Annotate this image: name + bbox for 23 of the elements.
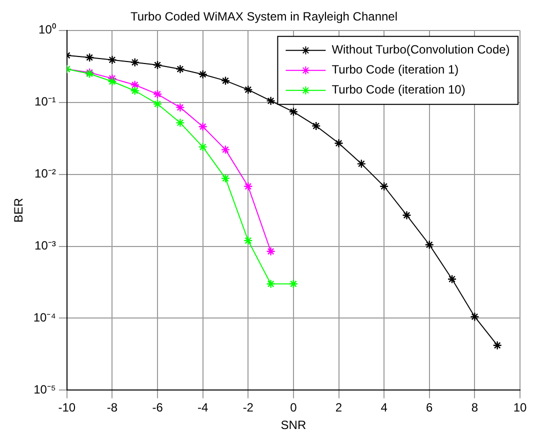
y-tick-label: 10⁻⁵ xyxy=(34,382,56,397)
y-tick-label: 10⁻² xyxy=(34,166,56,181)
legend-label: Turbo Code (iteration 10) xyxy=(332,82,466,97)
y-tick-label: 10⁰ xyxy=(38,22,56,37)
y-tick-label: 10⁻³ xyxy=(34,238,56,253)
x-tick-label: 0 xyxy=(290,400,298,415)
x-tick-label: -8 xyxy=(106,400,118,415)
x-tick-label: 2 xyxy=(335,400,342,415)
y-tick-label: 10⁻⁴ xyxy=(33,310,56,325)
legend-label: Without Turbo(Convolution Code) xyxy=(332,42,510,57)
y-tick-label: 10⁻¹ xyxy=(34,94,56,109)
x-tick-label: 4 xyxy=(380,400,388,415)
x-tick-label: -2 xyxy=(242,400,254,415)
x-tick-label: 6 xyxy=(426,400,434,415)
y-axis-title: BER xyxy=(12,198,26,223)
x-tick-label: 8 xyxy=(471,400,478,415)
x-axis-title: SNR xyxy=(280,418,306,432)
x-tick-label: -6 xyxy=(152,400,164,415)
legend-label: Turbo Code (iteration 1) xyxy=(332,62,459,77)
chart-title: Turbo Coded WiMAX System in Rayleigh Channel xyxy=(130,10,398,24)
x-tick-label: 10 xyxy=(513,400,527,415)
x-tick-label: -10 xyxy=(58,400,76,415)
x-tick-label: -4 xyxy=(197,400,208,415)
